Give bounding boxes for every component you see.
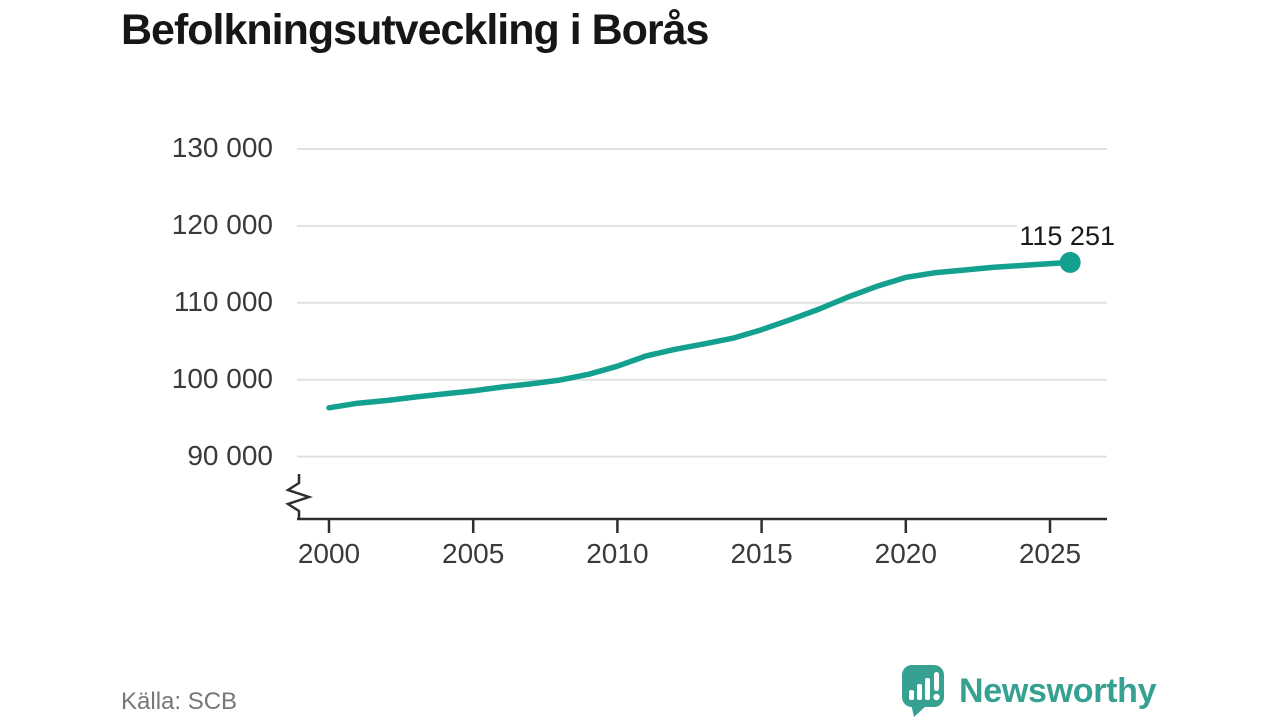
x-tick-label: 2010 [586, 538, 649, 569]
brand-logo: Newsworthy [901, 664, 1157, 718]
y-tick-label: 100 000 [171, 362, 273, 394]
end-value-label: 115 251 [1017, 221, 1117, 253]
source-caption: Källa: SCB [121, 688, 238, 715]
axis-break-icon [285, 474, 313, 519]
y-tick-label: 130 000 [171, 132, 273, 163]
y-tick-label: 90 000 [187, 439, 273, 471]
x-tick-label: 2020 [874, 538, 937, 569]
x-tick-label: 2000 [297, 538, 361, 569]
data-line [326, 259, 1073, 411]
y-tick-label: 120 000 [171, 208, 273, 240]
x-tick-label: 2025 [1018, 538, 1082, 569]
brand-name: Newsworthy [959, 671, 1157, 710]
x-tick-label: 2015 [730, 538, 793, 569]
x-tick-label: 2005 [442, 538, 505, 569]
chart-title: Befolkningsutveckling i Borås [121, 6, 709, 54]
end-point-marker [1059, 251, 1081, 273]
y-tick-label: 110 000 [173, 285, 273, 317]
newsworthy-logo-icon [902, 665, 944, 717]
